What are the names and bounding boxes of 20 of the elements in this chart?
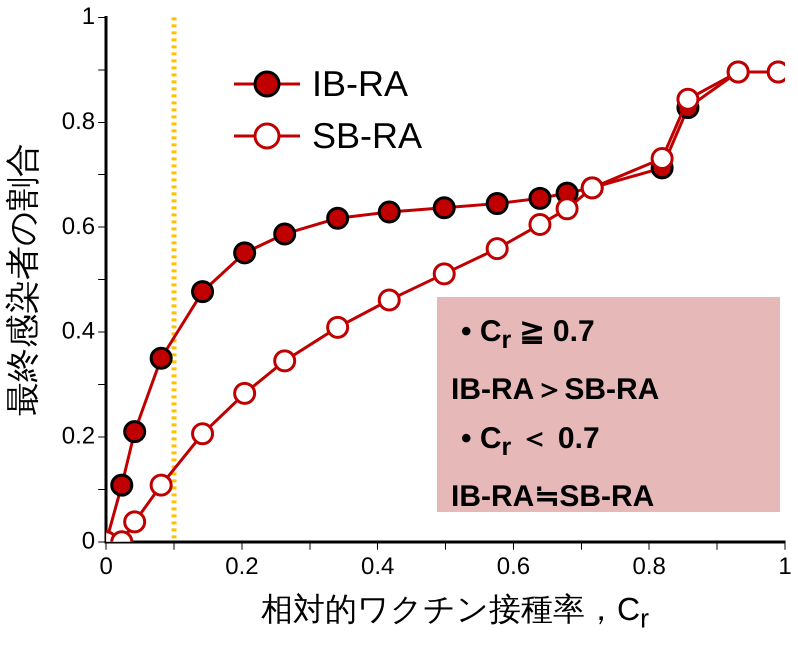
x-tick-label: 0.8 [632,552,666,580]
y-tick-label: 0.2 [62,422,96,450]
legend-label: SB-RA [312,115,422,157]
x-tick-label: 0.6 [496,552,530,580]
y-tick-label: 1 [82,3,96,30]
annotation: IB-RA≒SB-RA [451,479,656,515]
x-tick-label: 0.2 [225,552,259,580]
x-tick-label: 0.4 [361,552,394,580]
y-tick-label: 0.4 [62,318,96,345]
legend-label: IB-RA [312,63,408,105]
y-tick-label: 0.6 [62,212,96,240]
y-tick-label: 0 [82,527,96,554]
x-tick-label: 0 [99,552,113,580]
y-tick-label: 0.8 [62,108,96,135]
x-axis-title: 相対的ワクチン接種率，C$_{r}$ [260,590,650,634]
annotation: IB-RA＞SB-RA [451,372,660,408]
y-axis-title: 最終感染者の割合 [4,143,42,416]
annotation: • C$_{r}$ ＜ 0.7 [460,421,601,463]
annotation: • C$_{r}$ ≧ 0.7 [460,314,596,356]
x-tick-label: 1 [778,552,792,580]
